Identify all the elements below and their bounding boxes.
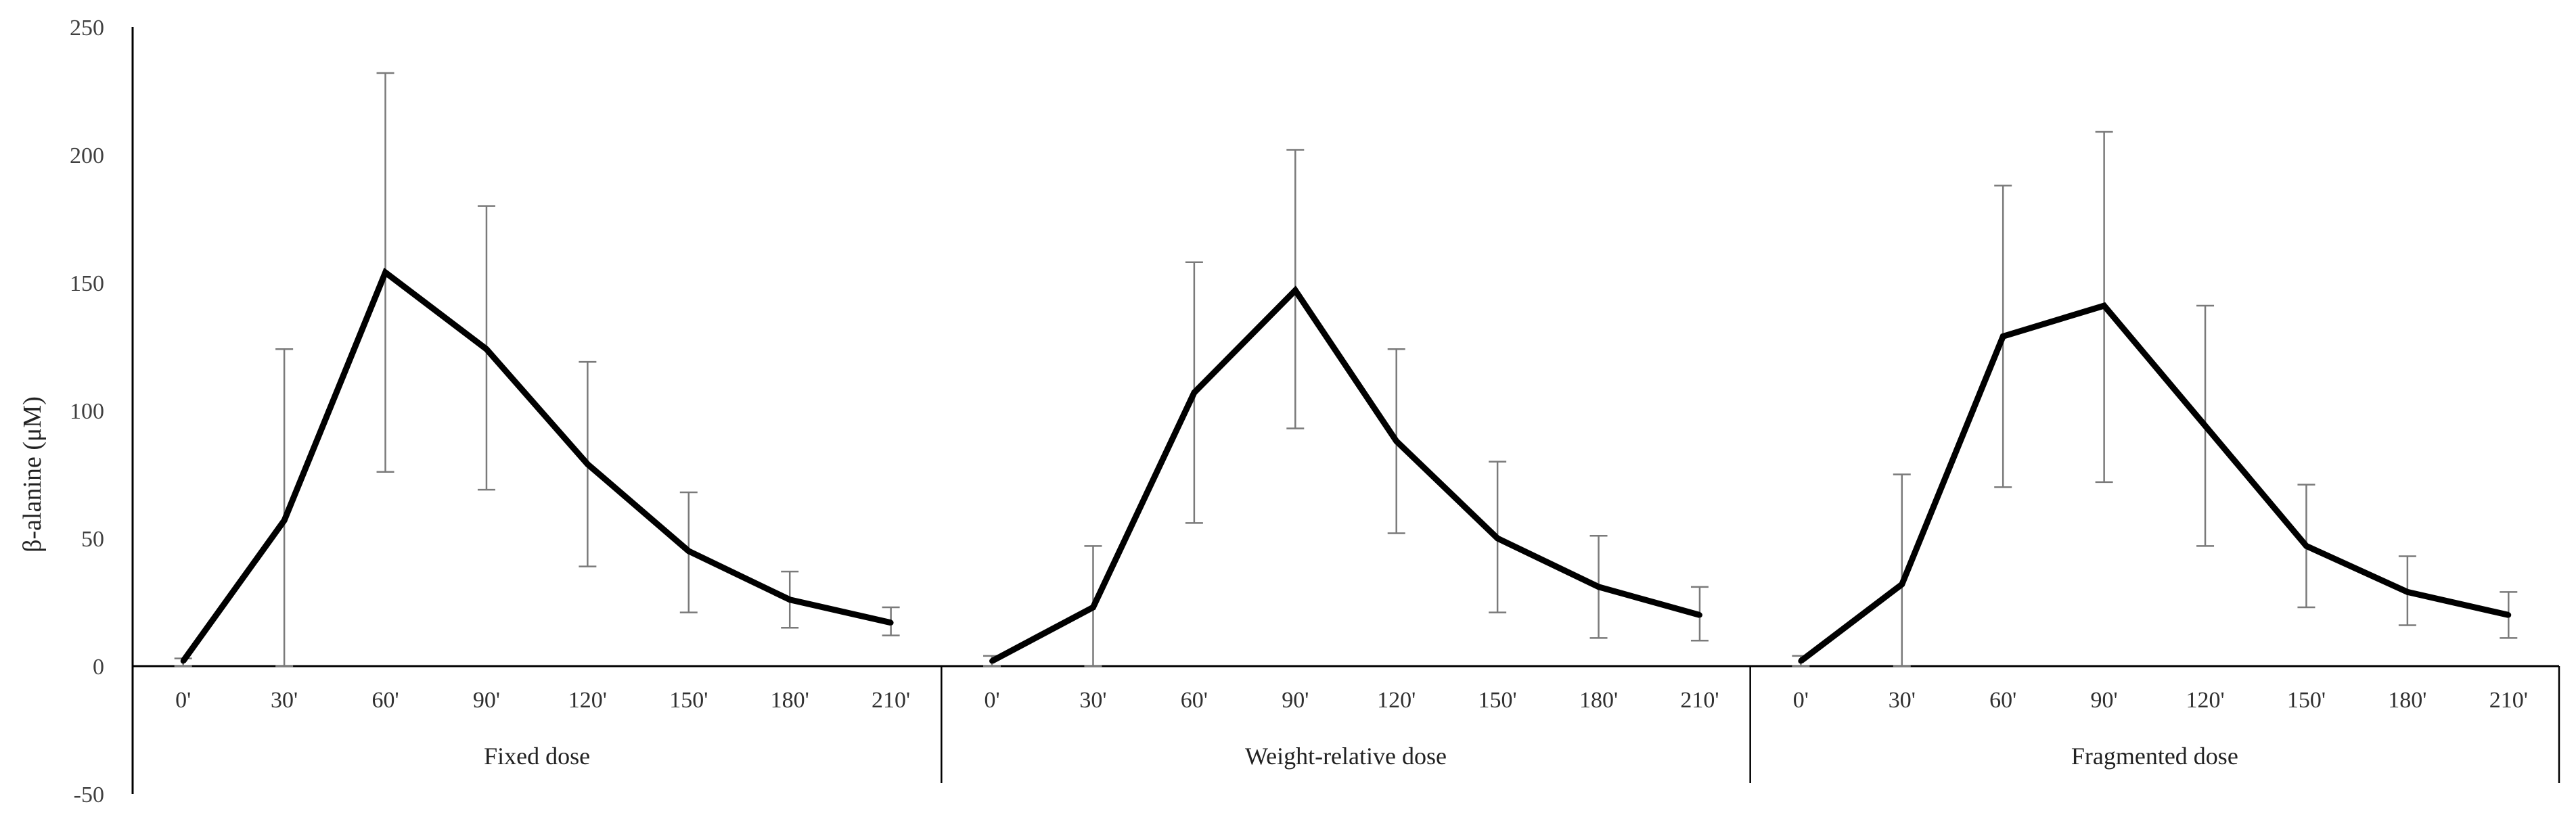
data-point bbox=[2506, 612, 2512, 618]
x-tick-label: 150' bbox=[2287, 688, 2326, 713]
x-tick-label: 120' bbox=[568, 688, 607, 713]
x-tick-label: 30' bbox=[1079, 688, 1106, 713]
x-tick-label: 120' bbox=[2186, 688, 2224, 713]
y-tick-label: -50 bbox=[74, 782, 104, 807]
data-point bbox=[281, 517, 288, 523]
group-label: Fragmented dose bbox=[2071, 743, 2238, 770]
y-tick-label: 250 bbox=[70, 16, 104, 41]
group-label: Fixed dose bbox=[484, 743, 590, 770]
y-axis: -50 0 50 100 150 200 250 bbox=[70, 16, 134, 807]
x-tick-label: 0' bbox=[1793, 688, 1809, 713]
data-point bbox=[888, 619, 894, 626]
data-point bbox=[2101, 303, 2107, 309]
x-tick-label: 90' bbox=[2091, 688, 2118, 713]
data-point bbox=[1090, 605, 1096, 611]
x-tick-label: 0' bbox=[175, 688, 191, 713]
y-tick-label: 0 bbox=[93, 655, 104, 680]
x-tick-label: 150' bbox=[669, 688, 708, 713]
y-tick-label: 200 bbox=[70, 143, 104, 168]
data-point bbox=[787, 596, 793, 603]
data-point bbox=[1596, 584, 1602, 590]
data-point bbox=[2202, 423, 2209, 429]
x-tick-label: 0' bbox=[984, 688, 999, 713]
x-tick-label: 90' bbox=[1282, 688, 1309, 713]
x-tick-label: 30' bbox=[1889, 688, 1916, 713]
data-point bbox=[1798, 658, 1804, 664]
y-axis-title: β-alanine (μM) bbox=[18, 396, 47, 553]
x-tick-label: 150' bbox=[1478, 688, 1517, 713]
x-tick-label: 60' bbox=[1181, 688, 1208, 713]
data-point bbox=[1191, 390, 1197, 396]
data-point bbox=[382, 269, 388, 275]
x-tick-label: 210' bbox=[2489, 688, 2528, 713]
data-point bbox=[1696, 612, 1702, 618]
data-point bbox=[483, 346, 489, 352]
x-tick-label: 210' bbox=[1680, 688, 1719, 713]
series-line bbox=[990, 285, 1701, 664]
data-point bbox=[180, 658, 186, 664]
x-tick-label: 180' bbox=[1579, 688, 1618, 713]
data-point bbox=[1899, 582, 1905, 588]
x-tick-label: 180' bbox=[771, 688, 809, 713]
data-point bbox=[1495, 536, 1501, 541]
data-point bbox=[2404, 589, 2410, 595]
y-tick-label: 50 bbox=[81, 527, 104, 552]
x-tick-label: 60' bbox=[1989, 688, 2016, 713]
y-tick-label: 150 bbox=[70, 271, 104, 296]
data-point bbox=[1393, 438, 1399, 444]
x-axis: 0' 30' 60' 90' 120' 150' 180' 210' Fixed dose 0' 3… bbox=[133, 665, 2560, 783]
x-tick-label: 180' bbox=[2388, 688, 2426, 713]
data-point bbox=[989, 658, 995, 664]
x-tick-label: 60' bbox=[371, 688, 399, 713]
data-point bbox=[585, 461, 591, 467]
group-label: Weight-relative dose bbox=[1245, 743, 1447, 770]
series-lines bbox=[180, 267, 2512, 664]
series-line bbox=[1799, 302, 2510, 664]
series-line bbox=[181, 267, 892, 663]
x-tick-label: 90' bbox=[473, 688, 500, 713]
y-tick-label: 100 bbox=[70, 399, 104, 424]
data-point bbox=[1292, 287, 1298, 294]
x-tick-label: 30' bbox=[271, 688, 298, 713]
x-tick-label: 120' bbox=[1377, 688, 1416, 713]
data-point bbox=[2303, 543, 2309, 549]
data-point bbox=[2000, 333, 2006, 339]
data-point bbox=[685, 548, 692, 554]
x-tick-label: 210' bbox=[872, 688, 910, 713]
